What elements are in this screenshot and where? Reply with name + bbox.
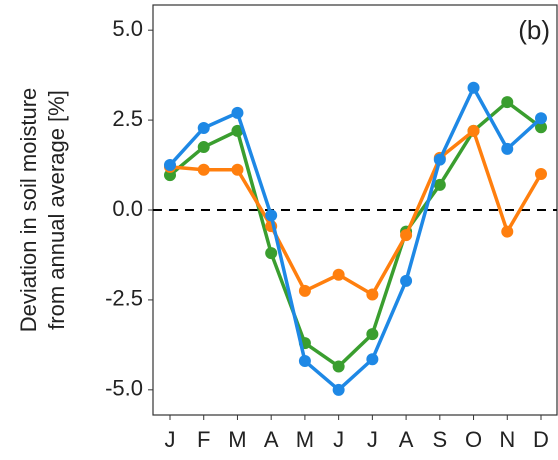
point <box>535 168 547 181</box>
point <box>298 284 311 297</box>
series-line <box>168 100 543 369</box>
point <box>501 142 514 155</box>
point <box>197 141 210 154</box>
point <box>501 225 514 238</box>
point <box>433 153 446 166</box>
point <box>535 112 547 125</box>
point <box>231 106 244 119</box>
point <box>467 81 480 94</box>
point <box>400 274 413 287</box>
point <box>298 355 311 368</box>
point <box>164 169 176 182</box>
point <box>433 178 446 191</box>
x-tick-label: A <box>399 427 414 452</box>
point <box>366 328 379 341</box>
point <box>332 383 345 396</box>
point <box>501 96 514 109</box>
point <box>332 268 345 281</box>
x-tick-label: D <box>533 427 549 452</box>
point <box>535 121 547 134</box>
point <box>231 124 244 137</box>
x-tick-label: F <box>197 427 210 452</box>
series-line <box>169 129 543 297</box>
y-tick-label: -2.5 <box>105 286 143 311</box>
point <box>197 163 210 176</box>
y-tick-label: 5.0 <box>112 16 143 41</box>
point <box>231 163 244 176</box>
y-tick-label: 2.5 <box>112 106 143 131</box>
y-tick-label: 0.0 <box>112 196 143 221</box>
point <box>467 124 480 137</box>
y-axis-label: Deviation in soil moisture <box>16 88 41 333</box>
x-tick-label: J <box>367 427 378 452</box>
x-tick-label: O <box>465 427 482 452</box>
y-tick-label: -5.0 <box>105 376 143 401</box>
x-tick-label: J <box>333 427 344 452</box>
panel-label: (b) <box>518 15 550 45</box>
point <box>265 247 278 260</box>
x-tick-label: A <box>264 427 279 452</box>
point <box>332 360 345 373</box>
x-tick-label: J <box>165 427 176 452</box>
point <box>197 122 210 134</box>
point <box>366 353 379 366</box>
series-line <box>168 85 543 392</box>
x-tick-label: N <box>499 427 515 452</box>
y-axis-label: from annual average [%] <box>44 90 69 330</box>
point <box>164 159 176 172</box>
point <box>366 288 379 301</box>
x-tick-label: M <box>296 427 314 452</box>
point <box>400 229 413 242</box>
x-tick-label: M <box>228 427 246 452</box>
x-tick-label: S <box>432 427 447 452</box>
point <box>265 209 278 222</box>
